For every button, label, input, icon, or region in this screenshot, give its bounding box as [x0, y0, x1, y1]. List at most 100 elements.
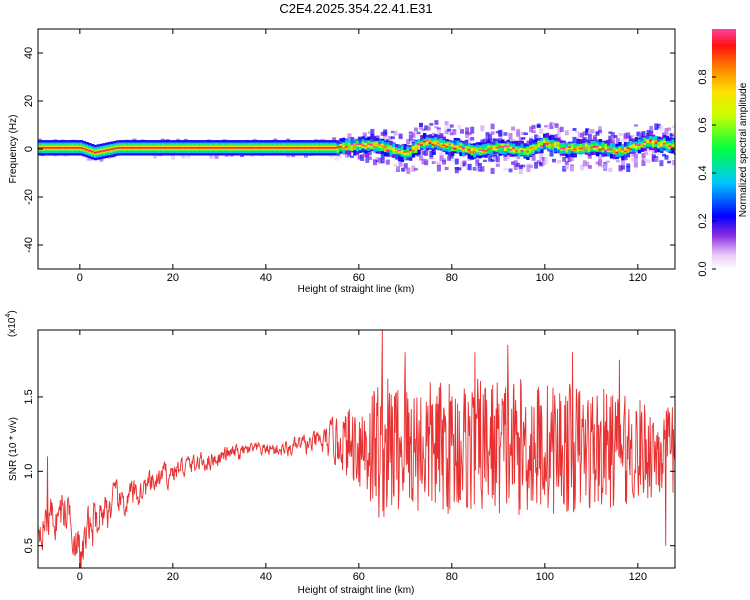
spectrogram-ridge-cell: [543, 140, 547, 145]
spectrogram-ridge-cell: [241, 147, 246, 149]
spectrogram-ridge-cell: [565, 148, 569, 153]
snr-panel: 0 20 40 60 80 100 120 0.5 1.0 1.5 Height of stra…: [5, 310, 676, 596]
spectrogram-noise-cell: [436, 127, 441, 130]
spectrogram-noise-cell: [672, 132, 675, 135]
spectrogram-ridge-cell: [314, 147, 318, 149]
spectrogram-ridge-cell: [489, 145, 494, 153]
spectrogram-ridge-cell: [612, 149, 617, 152]
spectrogram-noise-cell: [567, 155, 572, 162]
spectrogram-noise-cell: [421, 128, 426, 132]
spectrogram-noise-cell: [498, 137, 503, 142]
spectrogram-noise-cell: [664, 131, 669, 137]
spectrogram-noise-cell: [436, 164, 441, 172]
spectrogram-ridge-cell: [462, 143, 466, 151]
spectrogram-ridge-cell: [459, 145, 463, 148]
spectrogram-noise-cell: [495, 156, 500, 163]
spectrogram-noise-cell: [503, 132, 508, 136]
spectrogram-noise-cell: [380, 160, 385, 164]
spectrogram-noise-cell: [444, 121, 449, 126]
spectrogram-ridge-cell: [442, 144, 446, 147]
spectrogram-ridge-cell: [503, 147, 508, 151]
spectrogram-noise-cell: [587, 129, 592, 136]
snr-x-tick-label: 120: [629, 571, 647, 583]
spectrogram-ridge-cell: [520, 150, 524, 152]
spectrogram-ridge-cell: [344, 146, 349, 148]
spectrogram-noise-cell: [595, 131, 600, 134]
spectrogram-ridge-cell: [378, 144, 382, 149]
spectrogram-ridge: [38, 132, 675, 162]
spectrogram-noise-cell: [626, 132, 631, 139]
spectrogram-noise-cell: [367, 151, 372, 156]
spectrogram-noise-cell: [403, 163, 408, 170]
spectrogram-ridge-cell: [417, 143, 421, 146]
spectrogram-ridge-cell: [336, 146, 340, 149]
spectrogram-y-label: Frequency (Hz): [8, 115, 19, 184]
spectrogram-noise-cell: [536, 123, 541, 128]
spectrogram-noise-cell: [529, 126, 533, 133]
spectrogram-noise-cell: [536, 160, 541, 164]
spectrogram-noise-cell: [569, 166, 574, 172]
spectrogram-noise-cell: [477, 169, 482, 172]
spectrogram-ridge-cell: [347, 142, 352, 147]
snr-y-tick-label: 0.5: [23, 538, 35, 553]
spectrogram-noise-cell: [564, 130, 569, 136]
spectrogram-noise-cell: [419, 155, 423, 161]
spectrogram-ridge-cell: [272, 147, 276, 149]
spectrogram-ridge-cell: [49, 147, 53, 149]
spectrogram-ridge-cell: [107, 148, 112, 151]
spectrogram-ridge-cell: [646, 139, 650, 142]
spectrogram-noise-cell: [626, 163, 631, 168]
spectrogram-ridge-cell: [576, 147, 580, 150]
spectrogram-ridge-cell: [487, 148, 491, 151]
spectrogram-noise-cell: [424, 160, 429, 166]
spectrogram-ridge-cell: [660, 142, 664, 147]
spectrogram-noise-cell: [470, 137, 475, 141]
snr-x-tick-label: 0: [77, 571, 83, 583]
spectrogram-noise-cell: [613, 135, 618, 138]
spectrogram-noise-cell: [646, 129, 651, 135]
spectrogram-noise-cell: [449, 132, 454, 136]
spectrogram-noise-cell: [508, 132, 513, 140]
spectrogram-noise-cell: [380, 154, 385, 160]
spectrogram-ridge-cell: [632, 145, 636, 148]
spectrogram-noise-cell: [408, 134, 413, 141]
spectrogram-ridge-cell: [227, 147, 232, 149]
spectrogram-noise-cell: [628, 135, 633, 139]
spectrogram-noise-cell: [439, 133, 444, 137]
spectrogram-noise-cell: [598, 159, 602, 167]
spectrogram-ridge-cell: [464, 148, 469, 151]
spectrogram-ridge-cell: [146, 147, 151, 149]
spectrogram-noise-cell: [656, 123, 661, 129]
spectrogram-noise-cell: [401, 167, 406, 172]
colorbar-tick-label: 0.2: [697, 213, 709, 228]
spectrogram-noise-cell: [398, 133, 403, 138]
spectrogram-noise-cell: [467, 163, 472, 171]
spectrogram-ridge-cell: [291, 147, 296, 149]
spectrogram-ridge-cell: [317, 147, 321, 149]
spectrogram-ridge-cell: [297, 147, 301, 149]
spectrogram-ridge-cell: [74, 147, 78, 149]
spectrogram-noise-cell: [651, 155, 656, 162]
spectrogram-noise-cell: [385, 159, 390, 165]
spectrogram-ridge-cell: [40, 147, 45, 149]
spectrogram-noise-cell: [546, 124, 551, 129]
spectrogram-noise-cell: [383, 131, 388, 138]
spectrogram-ridge-cell: [222, 147, 226, 149]
spectrogram-ridge-cell: [358, 143, 363, 145]
spectrogram-ridge-cell: [668, 145, 672, 149]
snr-y-label: SNR (10 * v/v): [8, 417, 19, 481]
spectrogram-noise-cell: [431, 161, 436, 164]
spectrogram-noise-cell: [534, 161, 539, 169]
spectrogram-ridge-cell: [375, 143, 379, 146]
spectrogram-noise-cell: [649, 132, 654, 136]
spectrogram-noise-cell: [580, 132, 585, 138]
spectrogram-noise-cell: [380, 131, 385, 136]
spectrogram-noise-cell: [490, 158, 495, 162]
spectrogram-ridge-cell: [420, 141, 424, 146]
spectrogram-noise-cell: [465, 132, 470, 138]
spectrogram-noise-cell: [373, 159, 377, 166]
spectrogram-ridge-cell: [38, 147, 42, 149]
spectrogram-ridge-cell: [467, 148, 471, 151]
spectrogram-noise-cell: [526, 140, 531, 148]
spectrogram-ridge-cell: [91, 150, 95, 153]
